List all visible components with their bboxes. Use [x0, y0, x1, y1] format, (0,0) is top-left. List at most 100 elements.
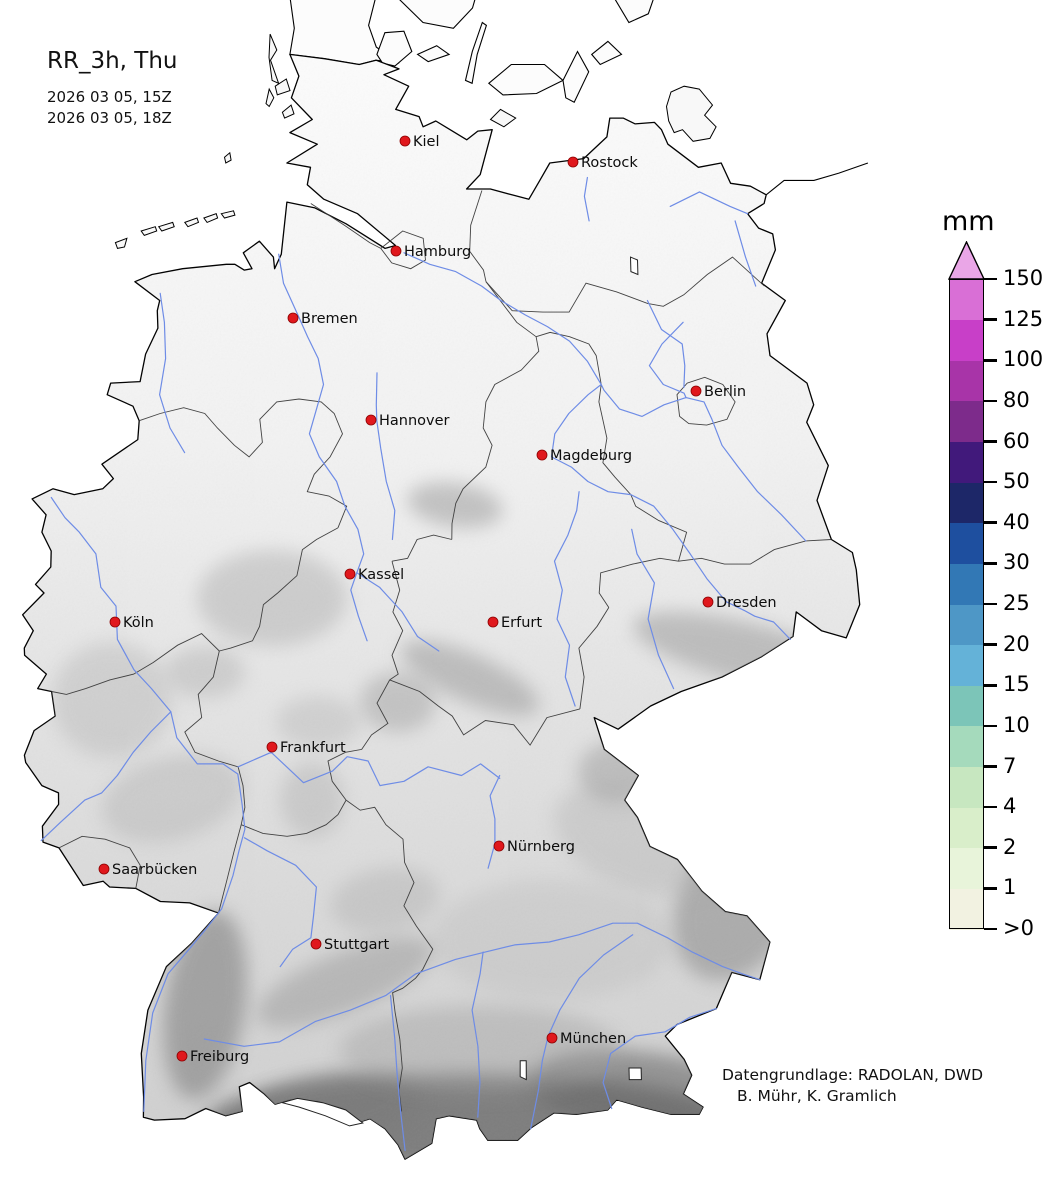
colorbar-tick — [984, 724, 997, 728]
city-dot — [493, 840, 505, 852]
colorbar-segment — [949, 725, 984, 767]
colorbar-tick — [984, 805, 997, 809]
colorbar-segment — [949, 847, 984, 889]
colorbar-tick-label: 7 — [1003, 753, 1017, 778]
city-label: Berlin — [704, 384, 746, 400]
state-borders — [51, 190, 832, 1112]
colorbar-tick-label: 30 — [1003, 550, 1030, 575]
city-dot — [98, 863, 110, 875]
colorbar-tick-label: 2 — [1003, 834, 1017, 859]
attribution-authors: B. Mühr, K. Gramlich — [737, 1087, 897, 1105]
colorbar-segment — [949, 604, 984, 646]
city-dot — [536, 449, 548, 461]
colorbar-over-arrow — [948, 241, 985, 280]
colorbar-tick-label: 150 — [1003, 266, 1044, 290]
city-label: Saarbücken — [112, 862, 197, 878]
colorbar-tick-label: 50 — [1003, 469, 1030, 494]
valid-time-start: 2026 03 05, 15Z — [47, 88, 172, 106]
title-block: RR_3h, Thu 2026 03 05, 15Z 2026 03 05, 1… — [47, 48, 178, 128]
colorbar-tick-label: 4 — [1003, 794, 1017, 819]
colorbar-tick-label: 100 — [1003, 347, 1044, 372]
colorbar-segment — [949, 400, 984, 442]
colorbar-segment — [949, 482, 984, 524]
city-dot — [567, 156, 579, 168]
colorbar-segment — [949, 685, 984, 727]
colorbar-segment — [949, 441, 984, 483]
colorbar-tick — [984, 318, 997, 321]
city-label: Rostock — [581, 155, 638, 171]
lakes — [280, 256, 642, 1127]
colorbar-tick-label: 60 — [1003, 428, 1030, 453]
attribution-source: Datengrundlage: RADOLAN, DWD — [722, 1066, 984, 1084]
city-label: Frankfurt — [280, 740, 346, 756]
colorbar-segment — [949, 888, 984, 930]
colorbar-tick-label: 40 — [1003, 509, 1030, 534]
colorbar-tick — [984, 643, 997, 646]
colorbar-tick — [984, 277, 997, 281]
city-label: Kiel — [413, 134, 440, 150]
city-label: Hannover — [379, 413, 450, 429]
colorbar-segment — [949, 563, 984, 605]
city-label: Freiburg — [190, 1049, 249, 1065]
colorbar-segment — [949, 279, 984, 321]
city-label: Stuttgart — [324, 937, 390, 953]
city-dot — [702, 596, 714, 608]
attribution: Datengrundlage: RADOLAN, DWD B. Mühr, K.… — [722, 1066, 983, 1105]
colorbar-segment — [949, 360, 984, 402]
city-markers: Kiel Rostock Hamburg Bremen Berlin Hannover Ma… — [98, 134, 777, 1065]
colorbar-unit-label: mm — [942, 206, 995, 237]
city-label: Köln — [123, 615, 154, 631]
colorbar-tick — [984, 846, 997, 850]
colorbar-segment — [949, 644, 984, 686]
colorbar-tick-label: 15 — [1003, 672, 1030, 697]
city-dot — [287, 312, 299, 324]
rivers — [40, 176, 807, 1152]
valid-time-end: 2026 03 05, 18Z — [47, 109, 172, 127]
city-label: Magdeburg — [550, 448, 632, 464]
colorbar-tick — [984, 765, 997, 768]
colorbar-tick — [984, 683, 997, 687]
city-dot — [399, 135, 411, 147]
city-dot — [310, 938, 322, 950]
city-dot — [390, 245, 402, 257]
colorbar-tick — [984, 927, 997, 931]
colorbar-tick-label: 1 — [1003, 875, 1017, 900]
colorbar-tick — [984, 521, 997, 525]
city-label: Hamburg — [404, 244, 471, 260]
city-dot — [365, 414, 377, 426]
colorbar-segment — [949, 807, 984, 849]
colorbar-tick-label: 25 — [1003, 591, 1030, 615]
city-dot — [690, 385, 702, 397]
foreign-coastlines — [289, 0, 869, 196]
city-label: Bremen — [301, 311, 358, 327]
colorbar-tick-label: 125 — [1003, 306, 1044, 331]
colorbar-tick — [984, 602, 997, 606]
colorbar-tick-label: 20 — [1003, 631, 1030, 656]
city-label: Nürnberg — [507, 839, 575, 855]
colorbar-tick-label: 80 — [1003, 387, 1030, 412]
city-label: Kassel — [358, 567, 404, 583]
city-label: München — [560, 1031, 626, 1047]
colorbar-tick — [984, 399, 997, 403]
colorbar-frame — [949, 279, 984, 929]
colorbar-tick — [984, 358, 997, 362]
city-dot — [344, 568, 356, 580]
city-label: Erfurt — [501, 615, 542, 631]
colorbar-tick — [984, 887, 997, 890]
colorbar-segment — [949, 522, 984, 564]
colorbar-tick — [984, 480, 997, 484]
colorbar-tick-label: 10 — [1003, 712, 1030, 737]
city-dot — [546, 1032, 558, 1044]
city-dot — [487, 616, 499, 628]
colorbar-tick-label: >0 — [1003, 916, 1034, 940]
colorbar-tick — [984, 562, 997, 565]
colorbar-segment — [949, 319, 984, 361]
city-label: Dresden — [716, 595, 777, 611]
city-dot — [266, 741, 278, 753]
city-dot — [109, 616, 121, 628]
city-dot — [176, 1050, 188, 1062]
colorbar-tick — [984, 440, 997, 443]
